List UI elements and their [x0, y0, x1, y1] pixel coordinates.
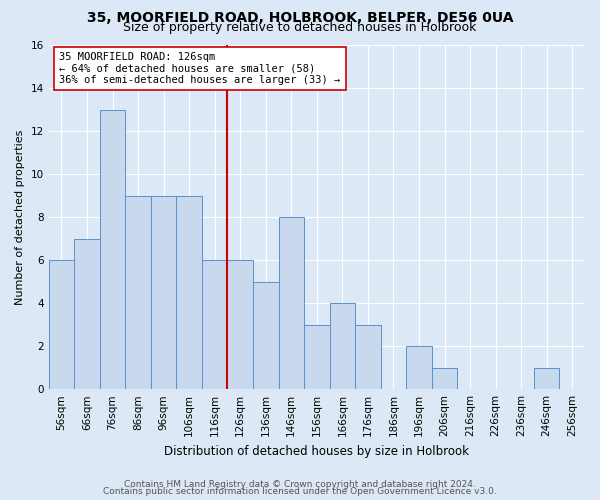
Text: 35, MOORFIELD ROAD, HOLBROOK, BELPER, DE56 0UA: 35, MOORFIELD ROAD, HOLBROOK, BELPER, DE…	[87, 11, 513, 25]
Bar	[100, 110, 125, 389]
Bar	[355, 324, 380, 389]
Bar	[125, 196, 151, 389]
Text: Contains public sector information licensed under the Open Government Licence v3: Contains public sector information licen…	[103, 488, 497, 496]
Bar	[74, 238, 100, 389]
X-axis label: Distribution of detached houses by size in Holbrook: Distribution of detached houses by size …	[164, 444, 469, 458]
Bar	[202, 260, 227, 389]
Bar	[49, 260, 74, 389]
Bar	[278, 217, 304, 389]
Text: 35 MOORFIELD ROAD: 126sqm
← 64% of detached houses are smaller (58)
36% of semi-: 35 MOORFIELD ROAD: 126sqm ← 64% of detac…	[59, 52, 341, 85]
Bar	[176, 196, 202, 389]
Bar	[253, 282, 278, 389]
Bar	[432, 368, 457, 389]
Bar	[534, 368, 559, 389]
Bar	[151, 196, 176, 389]
Bar	[329, 303, 355, 389]
Text: Contains HM Land Registry data © Crown copyright and database right 2024.: Contains HM Land Registry data © Crown c…	[124, 480, 476, 489]
Bar	[304, 324, 329, 389]
Bar	[227, 260, 253, 389]
Bar	[406, 346, 432, 389]
Text: Size of property relative to detached houses in Holbrook: Size of property relative to detached ho…	[124, 22, 476, 35]
Y-axis label: Number of detached properties: Number of detached properties	[15, 130, 25, 305]
